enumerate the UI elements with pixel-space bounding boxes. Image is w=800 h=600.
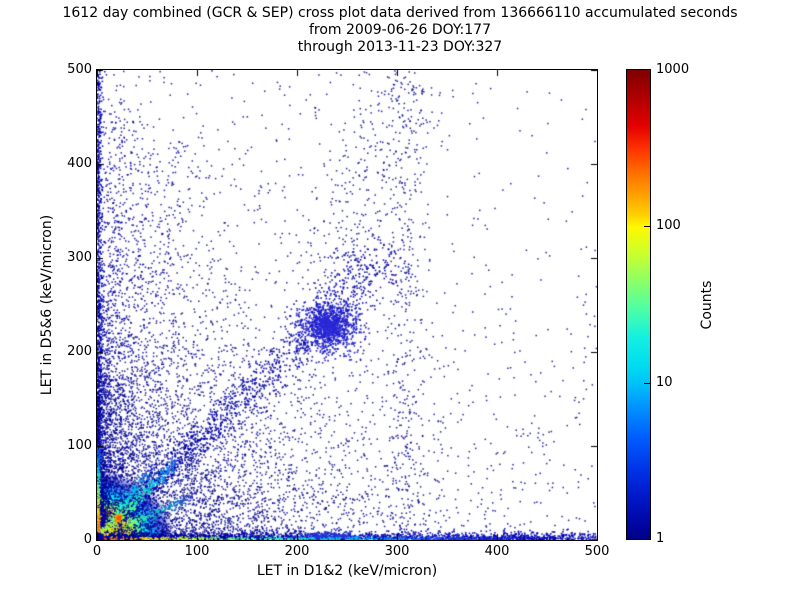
y-tick-label: 200 (67, 344, 92, 359)
colorbar-tick-label: 100 (656, 218, 681, 234)
y-tick-label: 300 (67, 250, 92, 265)
x-tick-label: 400 (484, 544, 510, 559)
y-tick-label: 100 (67, 438, 92, 453)
colorbar-label: Counts (699, 280, 715, 330)
colorbar (626, 69, 651, 540)
plot-canvas (97, 70, 597, 540)
colorbar-tick-label: 10 (656, 374, 673, 390)
x-tick-label: 200 (284, 544, 310, 559)
chart-title-line-2: from 2009-06-26 DOY:177 (308, 22, 491, 38)
y-tick-label: 400 (67, 156, 92, 171)
chart-title-line-3: through 2013-11-23 DOY:327 (297, 39, 503, 55)
x-tick-label: 0 (92, 544, 102, 559)
y-tick-label: 500 (67, 62, 92, 77)
plot-area (96, 69, 598, 541)
chart-title-line-1: 1612 day combined (GCR & SEP) cross plot… (62, 5, 738, 21)
x-tick-label: 100 (184, 544, 210, 559)
colorbar-tick-mark (644, 382, 650, 384)
x-tick-label: 500 (584, 544, 610, 559)
colorbar-tick-mark (644, 226, 650, 228)
y-axis-label: LET in D5&6 (keV/micron) (39, 214, 55, 396)
colorbar-tick-label: 1000 (656, 62, 690, 77)
y-tick-label: 0 (83, 532, 92, 547)
colorbar-tick-label: 1 (656, 531, 665, 546)
x-tick-label: 300 (384, 544, 410, 559)
x-axis-label: LET in D1&2 (keV/micron) (256, 563, 438, 579)
